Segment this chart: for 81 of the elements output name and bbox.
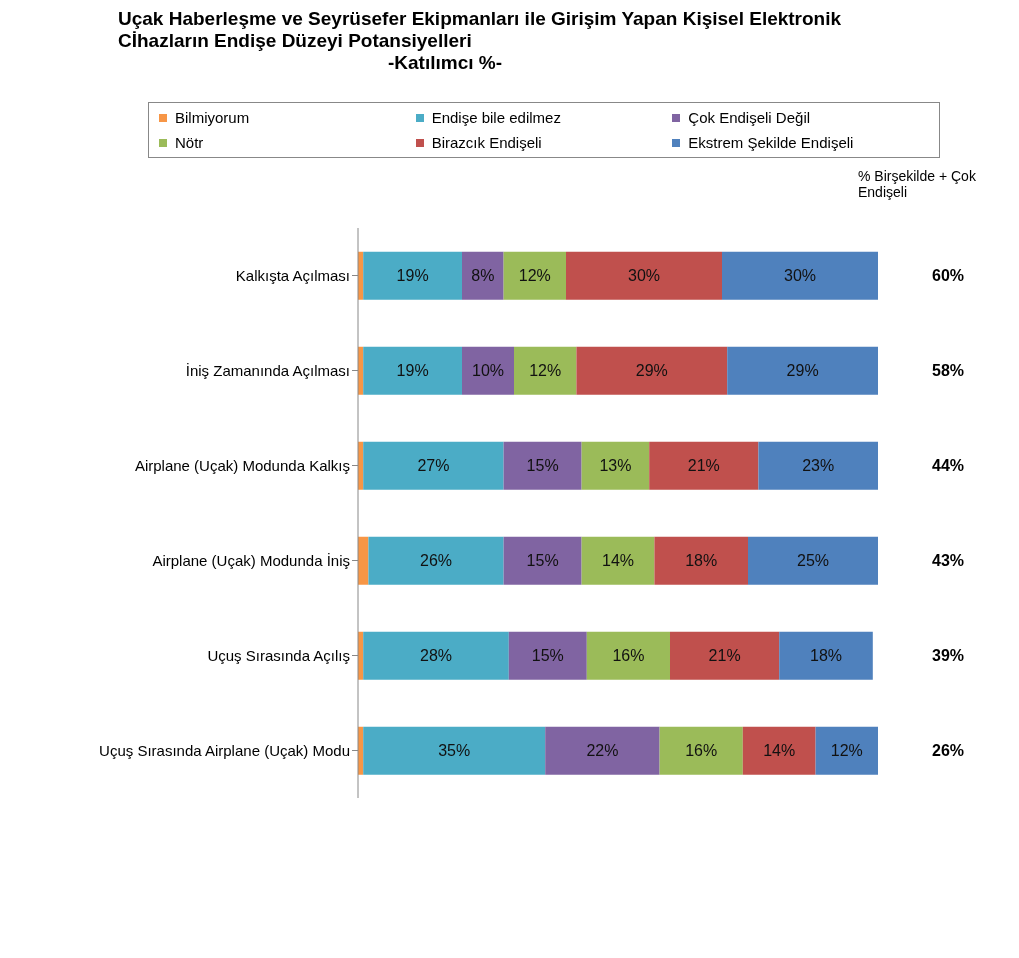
data-label: 10%	[471, 362, 505, 380]
data-label: 28%	[419, 647, 453, 665]
bar	[368, 536, 504, 585]
data-label: 13%	[599, 457, 632, 475]
bar	[566, 251, 722, 300]
data-label: 19%	[396, 267, 429, 285]
bar	[363, 726, 546, 775]
bar	[654, 536, 748, 585]
data-label: 12%	[830, 742, 863, 760]
data-label: 12%	[529, 362, 562, 380]
text: 58%	[931, 362, 965, 380]
bar	[363, 346, 462, 395]
legend-label: Endişe bile edilmez	[431, 109, 561, 126]
bar	[722, 251, 878, 300]
data-label: 15%	[531, 647, 564, 665]
data-label: 22%	[586, 742, 619, 760]
data-label: 14%	[601, 552, 635, 570]
text: 60%	[931, 267, 965, 285]
text: 26%	[931, 742, 965, 760]
data-label: 15%	[526, 552, 559, 570]
y-tick-label: Uçuş Sırasında Airplane (Uçak) Modu	[99, 741, 350, 759]
data-label: 14%	[763, 742, 796, 760]
text: 43%	[931, 552, 965, 570]
bar	[586, 631, 670, 680]
bar	[748, 536, 878, 585]
bar	[462, 346, 514, 395]
legend-label: Çok Endişeli Değil	[688, 109, 811, 126]
bar	[363, 441, 504, 490]
data-label: 30%	[783, 267, 817, 285]
bar	[514, 346, 577, 395]
data-label: 26%	[419, 552, 453, 570]
bar	[581, 441, 650, 490]
y-tick-label: Uçuş Sırasında Açılış	[207, 646, 350, 664]
data-label: 18%	[809, 647, 843, 665]
data-label: 21%	[687, 457, 720, 475]
data-label: 21%	[708, 647, 741, 665]
legend-label: Birazcık Endişeli	[431, 134, 542, 151]
bar	[815, 726, 878, 775]
bar	[363, 251, 462, 300]
bar	[576, 346, 728, 395]
data-label: 35%	[438, 742, 471, 760]
bar	[758, 441, 878, 490]
bar	[649, 441, 759, 490]
bar	[727, 346, 878, 395]
data-label: 25%	[796, 552, 830, 570]
bar	[363, 631, 509, 680]
bar	[742, 726, 816, 775]
legend-label: Nötr	[175, 134, 204, 151]
data-label: 27%	[417, 457, 450, 475]
data-label: 12%	[518, 267, 551, 285]
chart-title: Uçak Haberleşme ve Seyrüsefer Ekipmanları ile Girişim Yapan Kişisel Elektronik Cİhazların Endişe Düzeyi Potansiyelleri	[118, 8, 843, 52]
y-tick-label: Airplane (Uçak) Modunda Kalkış	[134, 456, 350, 474]
data-label: 15%	[526, 457, 559, 475]
bar	[659, 726, 743, 775]
text: % Birşekilde + Çok Endişeli	[858, 168, 977, 200]
chart-subtitle: -Katılımcı %-	[388, 52, 504, 74]
bar	[503, 441, 582, 490]
bar	[503, 251, 566, 300]
data-label: 29%	[635, 362, 668, 380]
bar	[508, 631, 587, 680]
y-tick-label: Airplane (Uçak) Modunda İniş	[152, 551, 350, 569]
legend-label: Bilmiyorum	[175, 109, 250, 126]
data-label: 18%	[685, 552, 718, 570]
data-label: 29%	[786, 362, 819, 380]
y-tick-label: İniş Zamanında Açılması	[185, 361, 350, 379]
data-label: 16%	[612, 647, 645, 665]
legend-label: Ekstrem Şekilde Endişeli	[688, 134, 854, 151]
data-label: 23%	[802, 457, 835, 475]
data-label: 19%	[396, 362, 429, 380]
bar	[545, 726, 660, 775]
data-label: 8%	[471, 267, 495, 285]
text: 44%	[931, 457, 965, 475]
data-label: 30%	[627, 267, 661, 285]
bar	[670, 631, 780, 680]
bar	[581, 536, 655, 585]
text: 39%	[931, 647, 965, 665]
bar	[462, 251, 504, 300]
bar	[503, 536, 582, 585]
y-tick-label: Kalkışta Açılması	[235, 266, 350, 284]
data-label: 16%	[685, 742, 718, 760]
bar	[779, 631, 873, 680]
